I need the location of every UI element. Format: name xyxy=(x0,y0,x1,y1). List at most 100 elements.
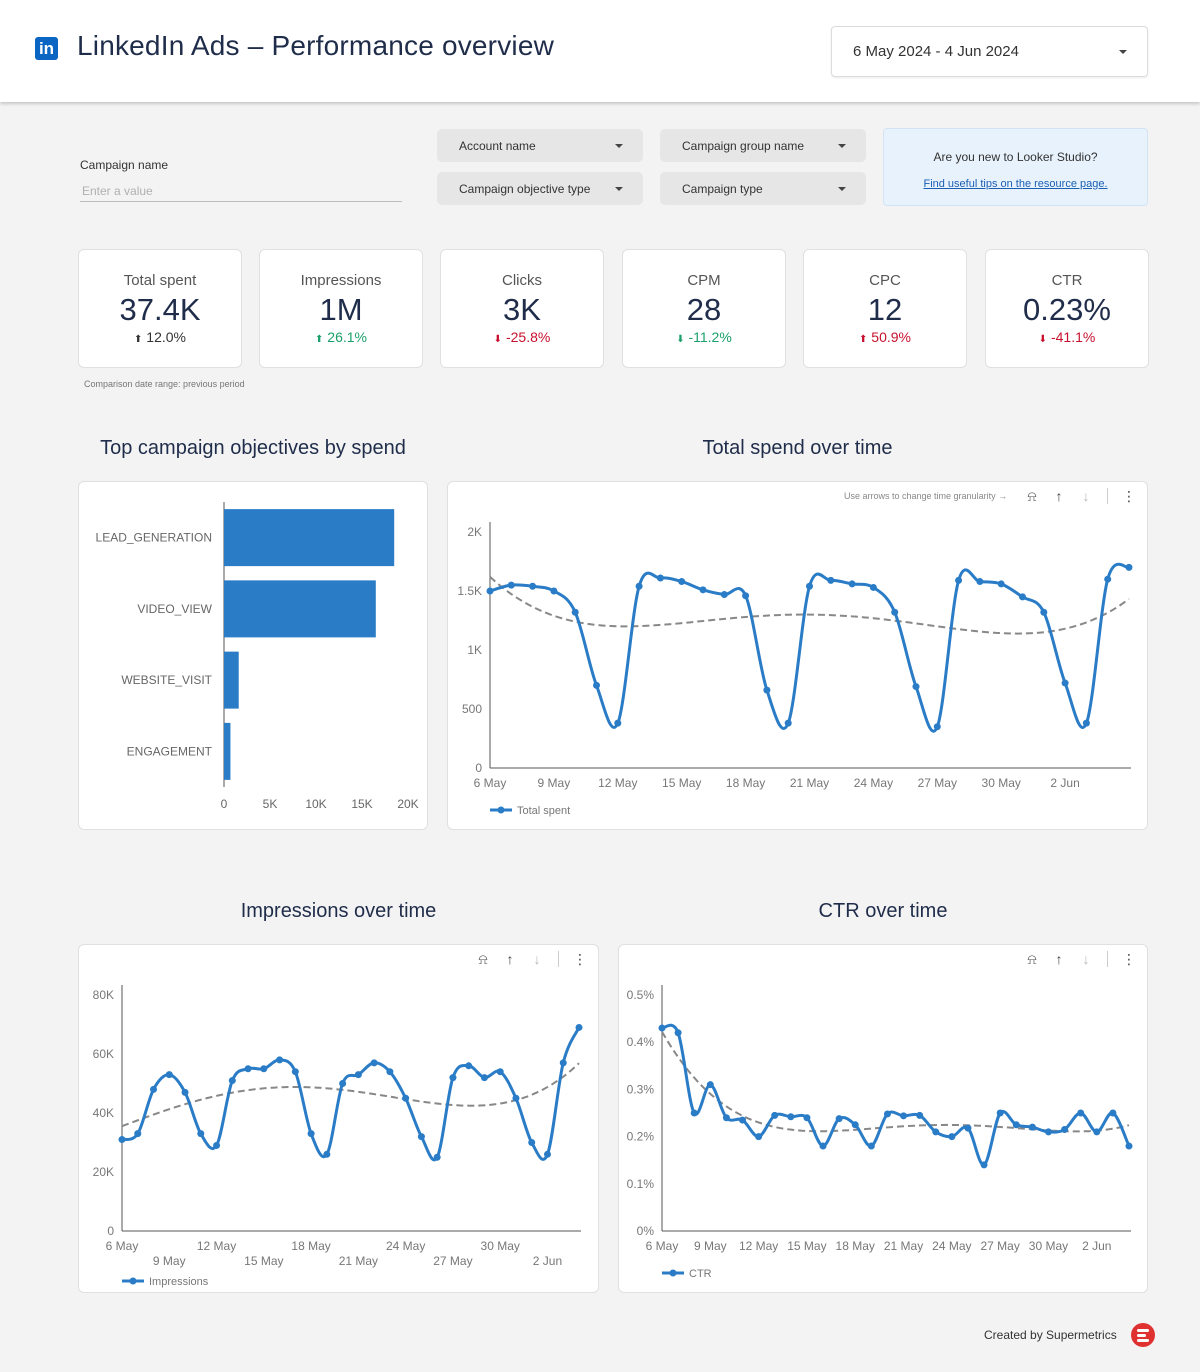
campaign-name-input[interactable] xyxy=(80,180,402,202)
data-point[interactable] xyxy=(559,1059,567,1067)
data-point[interactable] xyxy=(1044,1128,1052,1136)
data-point[interactable] xyxy=(771,1111,779,1119)
campaign-objective-type-filter[interactable]: Campaign objective type xyxy=(437,172,643,205)
data-point[interactable] xyxy=(1093,1128,1101,1136)
data-point[interactable] xyxy=(1125,1142,1133,1150)
data-point[interactable] xyxy=(181,1088,189,1096)
data-point[interactable] xyxy=(658,1024,666,1032)
data-point[interactable] xyxy=(690,1109,698,1117)
data-point[interactable] xyxy=(964,1124,972,1132)
data-point[interactable] xyxy=(819,1142,827,1150)
data-point[interactable] xyxy=(1061,679,1069,687)
data-point[interactable] xyxy=(867,1142,875,1150)
data-point[interactable] xyxy=(1125,563,1133,571)
tip-resource-link[interactable]: Find useful tips on the resource page. xyxy=(923,178,1108,190)
arrow-down-icon[interactable]: ↓ xyxy=(1082,951,1090,967)
data-point[interactable] xyxy=(763,686,771,694)
data-point[interactable] xyxy=(883,1110,891,1118)
campaign-type-filter[interactable]: Campaign type xyxy=(660,172,866,205)
data-point[interactable] xyxy=(787,1113,795,1121)
data-point[interactable] xyxy=(528,1139,536,1146)
data-point[interactable] xyxy=(480,1074,488,1082)
data-point[interactable] xyxy=(228,1077,236,1085)
chart-legend[interactable]: Impressions xyxy=(122,1276,209,1288)
data-point[interactable] xyxy=(996,1109,1004,1117)
more-vert-icon[interactable]: ⋮ xyxy=(1122,951,1136,967)
data-point[interactable] xyxy=(900,1112,908,1120)
data-point[interactable] xyxy=(512,1094,520,1102)
data-point[interactable] xyxy=(980,1161,988,1169)
drill-icon[interactable]: ⍾ xyxy=(478,951,488,967)
data-point[interactable] xyxy=(386,1068,394,1076)
data-point[interactable] xyxy=(197,1130,205,1138)
data-point[interactable] xyxy=(1012,1121,1020,1129)
data-point[interactable] xyxy=(118,1136,126,1144)
data-point[interactable] xyxy=(244,1065,252,1073)
data-point[interactable] xyxy=(656,574,664,582)
data-point[interactable] xyxy=(912,683,920,691)
data-point[interactable] xyxy=(755,1133,763,1141)
drill-icon[interactable]: ⍾ xyxy=(1027,951,1037,967)
data-point[interactable] xyxy=(891,608,899,616)
data-point[interactable] xyxy=(678,578,686,586)
data-point[interactable] xyxy=(976,578,984,586)
bar-engagement[interactable] xyxy=(224,722,231,780)
data-point[interactable] xyxy=(323,1150,331,1158)
data-point[interactable] xyxy=(1109,1109,1117,1117)
data-point[interactable] xyxy=(827,576,835,584)
more-vert-icon[interactable]: ⋮ xyxy=(573,951,587,967)
data-point[interactable] xyxy=(213,1141,221,1149)
data-point[interactable] xyxy=(354,1071,362,1079)
account-name-filter[interactable]: Account name xyxy=(437,129,643,162)
data-point[interactable] xyxy=(486,587,494,595)
data-point[interactable] xyxy=(742,592,750,600)
data-point[interactable] xyxy=(571,608,579,616)
data-point[interactable] xyxy=(593,681,600,689)
data-point[interactable] xyxy=(496,1068,504,1076)
data-point[interactable] xyxy=(529,582,537,590)
data-point[interactable] xyxy=(575,1023,583,1031)
arrow-up-icon[interactable]: ↑ xyxy=(1055,488,1063,504)
data-point[interactable] xyxy=(550,587,558,595)
data-point[interactable] xyxy=(465,1062,473,1070)
data-point[interactable] xyxy=(402,1094,410,1102)
chart-legend[interactable]: Total spent xyxy=(490,805,570,817)
data-point[interactable] xyxy=(739,1116,747,1124)
data-point[interactable] xyxy=(1077,1109,1085,1117)
data-point[interactable] xyxy=(507,581,515,589)
drill-icon[interactable]: ⍾ xyxy=(1027,488,1037,504)
data-point[interactable] xyxy=(869,583,877,591)
data-point[interactable] xyxy=(543,1150,551,1158)
bar-website_visit[interactable] xyxy=(224,651,239,709)
data-point[interactable] xyxy=(803,1114,811,1122)
data-point[interactable] xyxy=(848,580,856,588)
bar-video_view[interactable] xyxy=(224,580,376,638)
data-point[interactable] xyxy=(851,1121,859,1129)
data-point[interactable] xyxy=(784,719,792,727)
arrow-down-icon[interactable]: ↓ xyxy=(533,951,541,967)
campaign-group-name-filter[interactable]: Campaign group name xyxy=(660,129,866,162)
arrow-up-icon[interactable]: ↑ xyxy=(506,951,514,967)
chart-legend[interactable]: CTR xyxy=(662,1268,712,1280)
data-point[interactable] xyxy=(997,580,1005,588)
data-point[interactable] xyxy=(291,1068,299,1076)
data-point[interactable] xyxy=(720,591,728,599)
data-point[interactable] xyxy=(699,586,707,594)
data-point[interactable] xyxy=(916,1111,924,1119)
data-point[interactable] xyxy=(150,1085,158,1093)
data-point[interactable] xyxy=(1040,608,1048,616)
data-point[interactable] xyxy=(260,1065,268,1073)
data-point[interactable] xyxy=(614,719,622,727)
data-point[interactable] xyxy=(433,1153,441,1161)
data-point[interactable] xyxy=(165,1071,173,1079)
data-point[interactable] xyxy=(722,1114,730,1122)
data-point[interactable] xyxy=(449,1074,457,1082)
data-point[interactable] xyxy=(134,1130,142,1138)
data-point[interactable] xyxy=(1019,593,1026,601)
data-point[interactable] xyxy=(955,576,963,584)
data-point[interactable] xyxy=(276,1056,284,1064)
data-point[interactable] xyxy=(674,1029,682,1037)
data-point[interactable] xyxy=(339,1080,347,1087)
data-point[interactable] xyxy=(933,723,941,731)
data-point[interactable] xyxy=(417,1133,425,1141)
